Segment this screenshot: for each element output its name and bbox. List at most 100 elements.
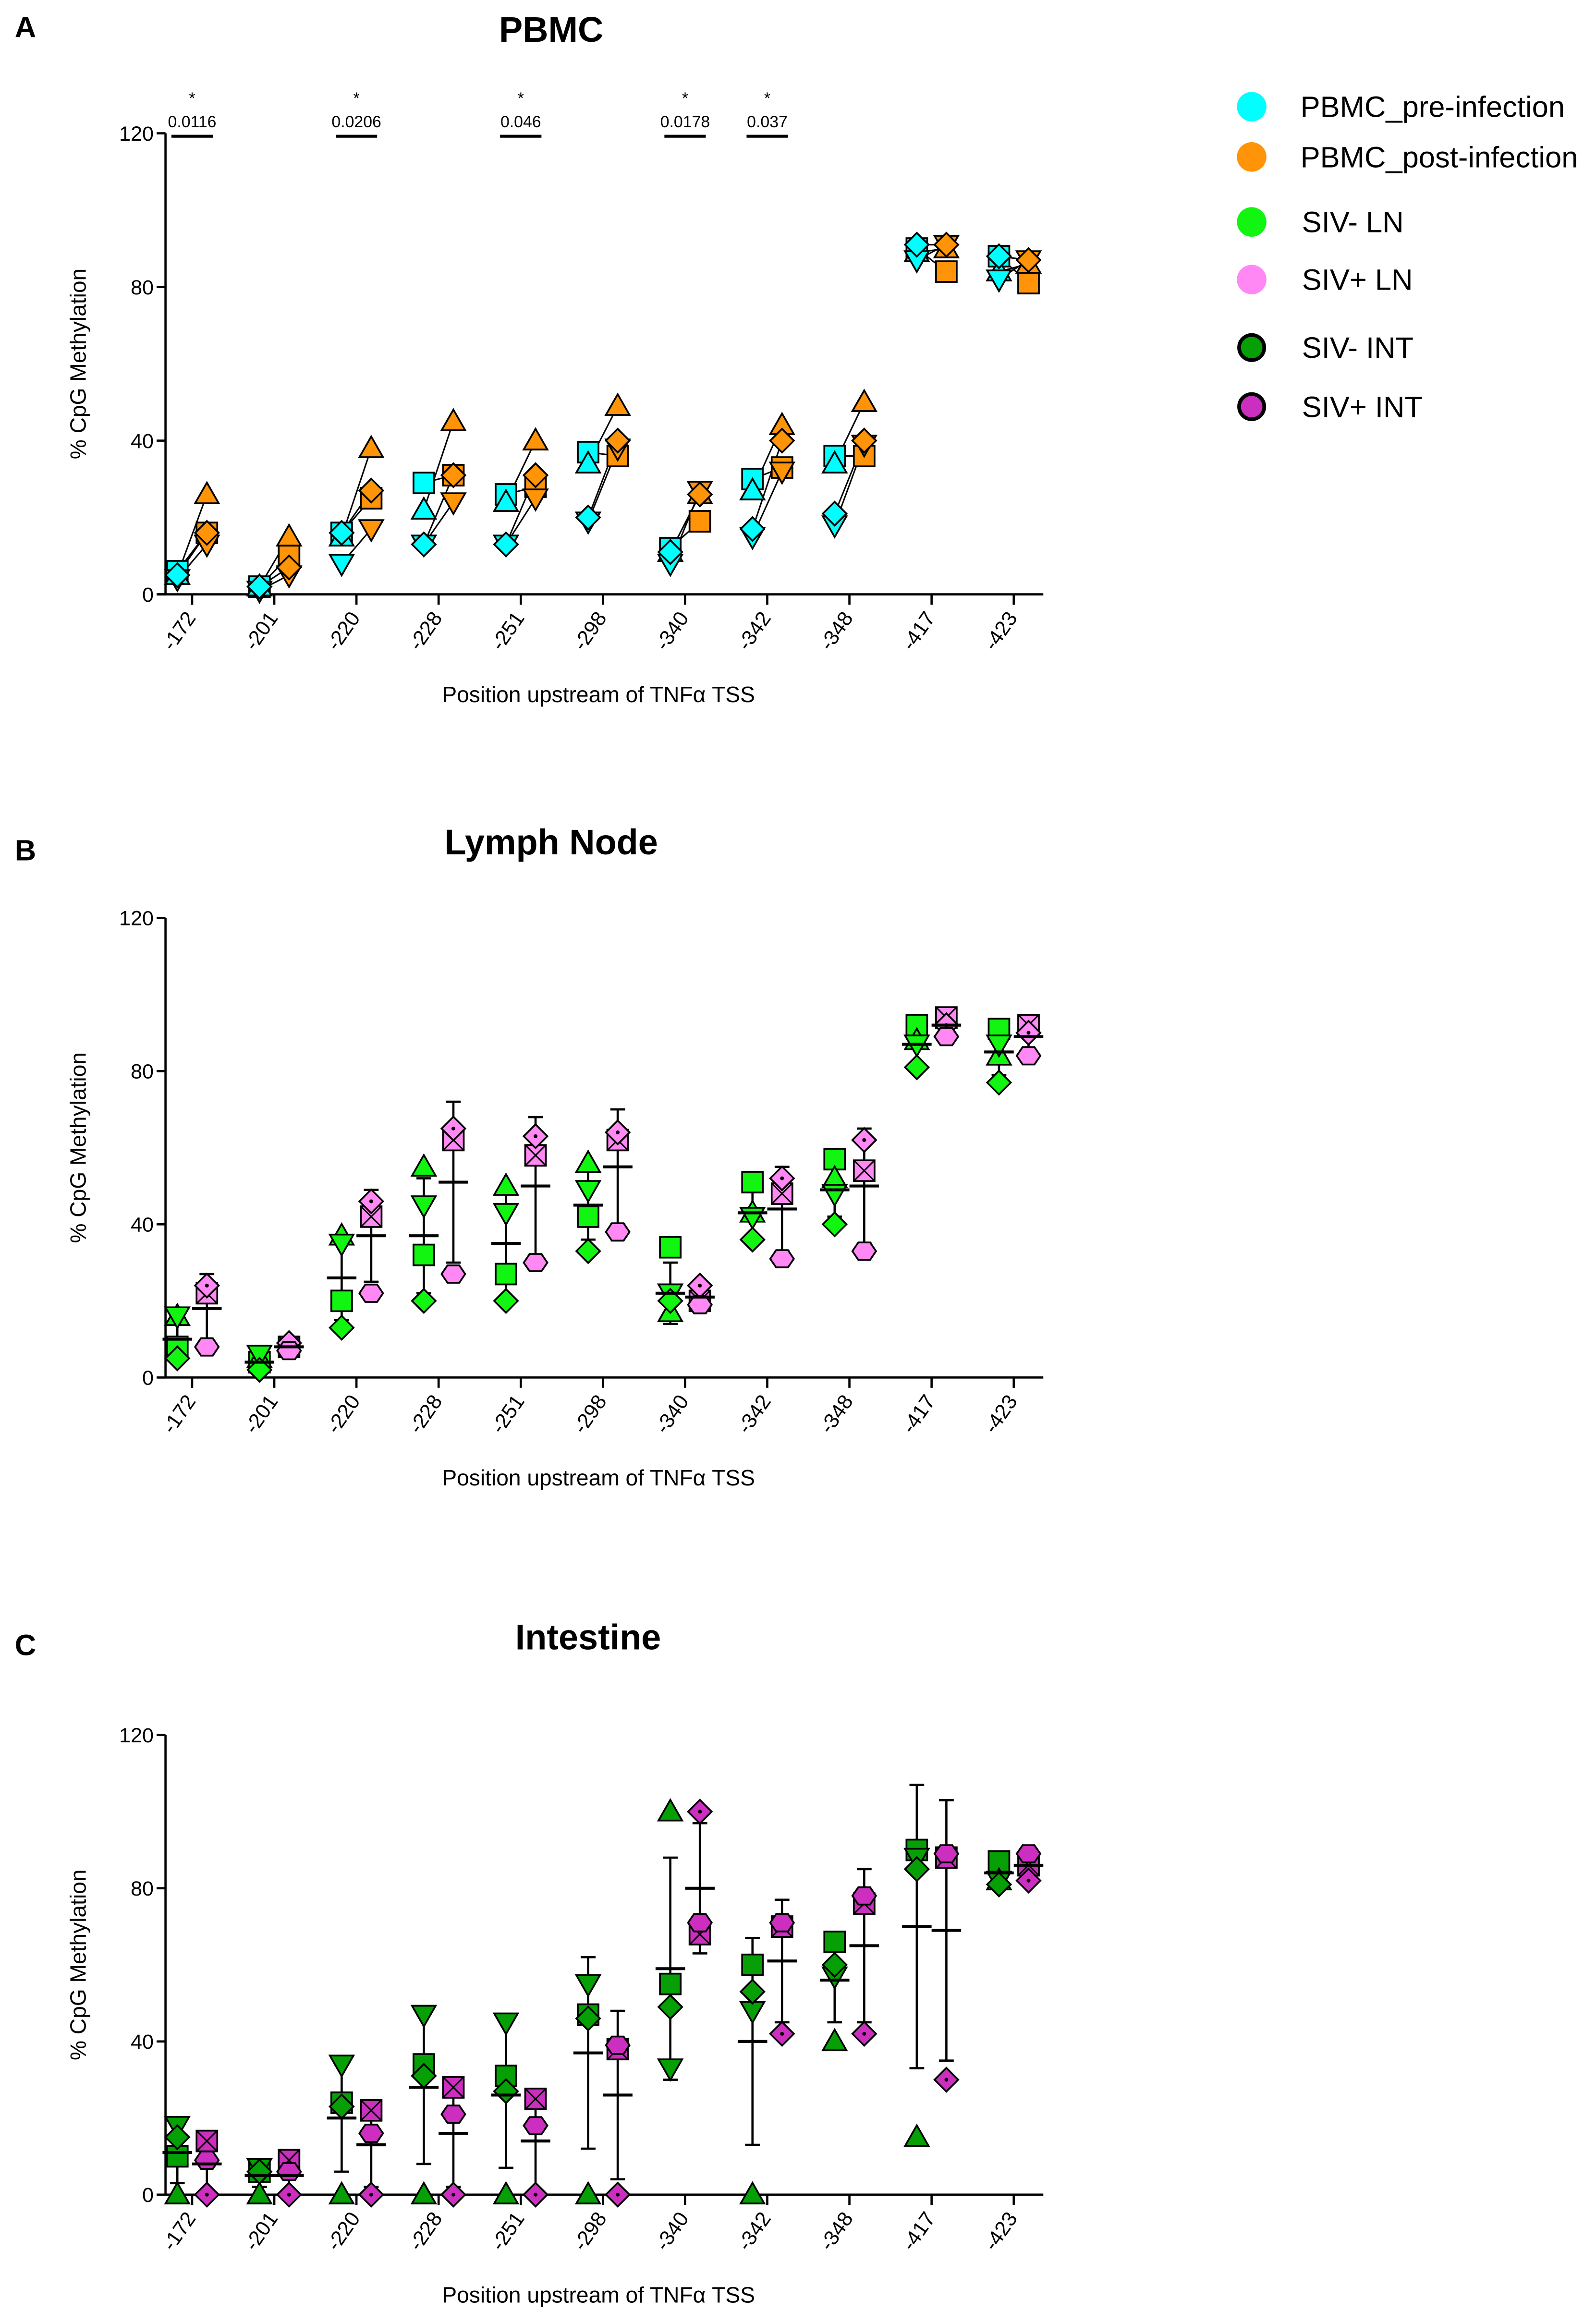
data-point-triangle-up bbox=[739, 2181, 766, 2205]
marker-dot bbox=[451, 2192, 455, 2197]
data-point-post-diamond bbox=[440, 462, 467, 488]
data-point-triangle-down bbox=[986, 1034, 1012, 1058]
marker-triangle-up bbox=[440, 408, 467, 431]
data-point-square bbox=[577, 1205, 599, 1228]
marker-triangle-up bbox=[604, 392, 631, 416]
x-tick-label: -220 bbox=[322, 1391, 365, 1438]
marker-diamond bbox=[411, 1288, 437, 1314]
data-point-post-diamond bbox=[276, 554, 303, 581]
y-tick-label: 40 bbox=[131, 2030, 154, 2054]
marker-dot bbox=[205, 1283, 209, 1288]
data-point-post-diamond bbox=[522, 462, 549, 488]
data-point-triangle-down bbox=[410, 1195, 438, 1219]
data-point-hexagon bbox=[1015, 1844, 1042, 1863]
marker-triangle-up bbox=[574, 2181, 602, 2205]
legend-item: SIV+ INT bbox=[1237, 390, 1423, 424]
marker-hexagon bbox=[358, 1283, 384, 1303]
marker-triangle-up bbox=[276, 523, 303, 547]
y-axis-label: % CpG Methylation bbox=[65, 1870, 90, 2060]
data-point-pre-diamond bbox=[575, 504, 601, 531]
data-point-triangle-up bbox=[328, 2181, 355, 2205]
data-point-triangle-down bbox=[739, 2001, 766, 2025]
data-point-square bbox=[330, 1289, 353, 1313]
marker-diamond bbox=[246, 2158, 273, 2185]
data-point-post-triangle-down bbox=[522, 488, 549, 512]
marker-triangle-up bbox=[328, 2181, 355, 2205]
marker-diamond bbox=[493, 531, 519, 558]
marker-cross bbox=[196, 2130, 218, 2152]
marker-triangle-up bbox=[903, 2123, 930, 2147]
data-point-post-square bbox=[688, 510, 711, 533]
marker-square bbox=[577, 1205, 599, 1228]
marker-square bbox=[659, 1236, 682, 1259]
y-axis-label: % CpG Methylation bbox=[65, 1052, 90, 1243]
data-point-pre-triangle-up bbox=[739, 477, 766, 500]
marker-hexagon bbox=[194, 1337, 220, 1357]
significance-star: * bbox=[764, 89, 770, 108]
marker-diamond bbox=[851, 427, 877, 454]
marker-dot bbox=[616, 1130, 620, 1134]
legend-label: PBMC_post-infection bbox=[1301, 141, 1578, 174]
marker-dot bbox=[205, 2192, 209, 2197]
marker-square bbox=[330, 1289, 353, 1313]
legend-label: PBMC_pre-infection bbox=[1301, 91, 1565, 124]
marker-triangle-up bbox=[821, 450, 848, 474]
marker-hexagon bbox=[1015, 1046, 1042, 1066]
marker-diamond bbox=[739, 516, 766, 542]
data-point-square bbox=[659, 1236, 682, 1259]
data-point-diamond bbox=[246, 1357, 273, 1383]
data-point-square bbox=[495, 1263, 517, 1286]
y-tick-label: 80 bbox=[131, 276, 154, 299]
data-point-diamond-dot bbox=[194, 1272, 220, 1299]
marker-hexagon bbox=[605, 2035, 631, 2055]
x-tick-label: -342 bbox=[733, 1391, 776, 1438]
data-point-triangle-down bbox=[410, 2005, 438, 2029]
marker-square bbox=[935, 260, 958, 283]
marker-diamond bbox=[358, 477, 385, 504]
data-point-pre-diamond bbox=[821, 500, 848, 527]
data-point-diamond-dot bbox=[933, 2067, 960, 2093]
marker-diamond bbox=[1015, 247, 1042, 273]
marker-hexagon bbox=[687, 1295, 713, 1314]
marker-hexagon bbox=[769, 1249, 795, 1268]
data-point-diamond-dot bbox=[851, 1127, 877, 1154]
marker-triangle-down bbox=[492, 2012, 520, 2036]
marker-diamond bbox=[522, 462, 549, 488]
x-tick-label: -298 bbox=[569, 2208, 611, 2255]
x-tick-label: -417 bbox=[897, 1391, 940, 1438]
marker-dot bbox=[862, 2031, 866, 2036]
data-point-diamond-dot bbox=[522, 1123, 549, 1150]
data-point-diamond-dot bbox=[1015, 1867, 1042, 1894]
data-point-hexagon bbox=[523, 1253, 548, 1272]
data-point-pre-diamond bbox=[411, 531, 437, 558]
data-point-square bbox=[823, 1931, 846, 1953]
data-point-triangle-up bbox=[492, 2181, 520, 2205]
marker-square bbox=[741, 1171, 764, 1193]
marker-triangle-down bbox=[246, 1345, 273, 1368]
marker-square bbox=[495, 1263, 517, 1286]
legend-swatch bbox=[1237, 142, 1267, 172]
x-tick-label: -228 bbox=[404, 2208, 447, 2255]
marker-dot bbox=[1026, 1878, 1031, 1883]
data-point-triangle-up bbox=[657, 1798, 684, 1822]
marker-triangle-down bbox=[739, 2001, 766, 2025]
marker-diamond bbox=[575, 2005, 601, 2032]
data-point-post-diamond bbox=[1015, 247, 1042, 273]
marker-hexagon bbox=[358, 2124, 384, 2143]
marker-triangle-down bbox=[328, 1233, 355, 1257]
marker-diamond bbox=[986, 1871, 1012, 1898]
data-point-triangle-down bbox=[328, 1233, 355, 1257]
y-tick-label: 0 bbox=[142, 584, 154, 607]
marker-hexagon bbox=[851, 1241, 877, 1261]
marker-dot bbox=[369, 2192, 373, 2197]
data-point-post-diamond bbox=[358, 477, 385, 504]
data-point-triangle-up bbox=[574, 2181, 602, 2205]
data-point-diamond bbox=[246, 2158, 273, 2185]
data-point-post-triangle-up bbox=[358, 435, 385, 458]
marker-triangle-down bbox=[657, 2058, 684, 2082]
marker-dot bbox=[780, 2031, 784, 2036]
data-point-diamond-dot bbox=[440, 1115, 467, 1142]
data-point-diamond-dot bbox=[1015, 1020, 1042, 1046]
data-point-triangle-up bbox=[821, 2028, 848, 2052]
legend-swatch bbox=[1237, 207, 1267, 237]
